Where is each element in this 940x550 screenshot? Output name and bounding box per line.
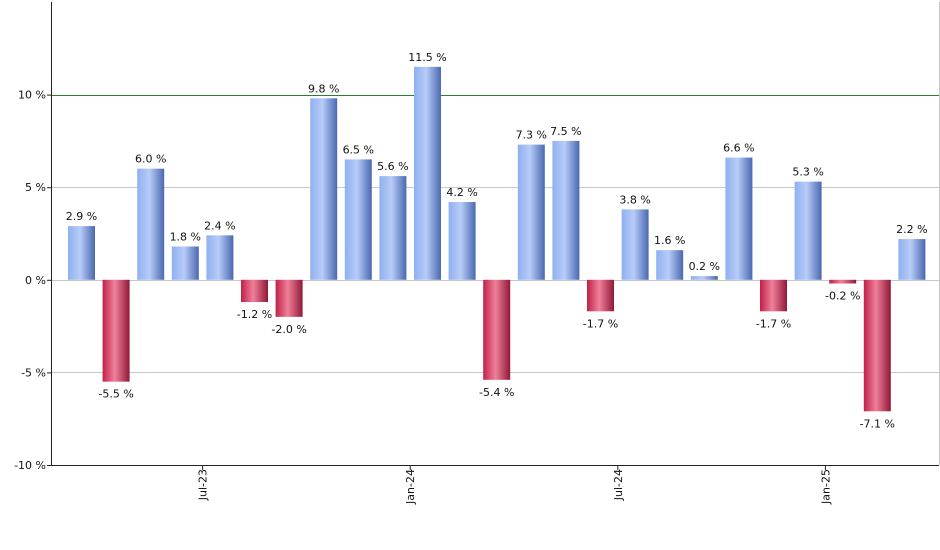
- y-tick-label: 0 %: [25, 274, 46, 287]
- data-label: 2.2 %: [896, 223, 927, 236]
- data-label: 3.8 %: [619, 193, 650, 206]
- data-label: 6.6 %: [723, 142, 754, 155]
- bar-positive: [379, 176, 407, 280]
- bar-positive: [206, 235, 234, 280]
- data-label: 0.2 %: [689, 260, 720, 273]
- bar-positive: [414, 66, 441, 280]
- data-label: 1.6 %: [654, 234, 685, 247]
- bar-negative: [275, 279, 303, 317]
- bar-positive: [448, 202, 476, 280]
- bar-positive: [690, 276, 718, 280]
- bars: [68, 66, 926, 412]
- data-label: 7.3 %: [516, 129, 547, 142]
- bar-positive: [310, 98, 338, 280]
- bar-negative: [241, 279, 268, 303]
- bar-negative: [102, 279, 130, 382]
- bar-positive: [656, 250, 684, 280]
- data-label: -2.0 %: [271, 323, 306, 336]
- x-tick-label: Jul-24: [612, 469, 625, 501]
- bar-positive: [725, 157, 753, 280]
- data-label: 7.5 %: [550, 125, 581, 138]
- data-label: -1.7 %: [756, 317, 791, 330]
- bar-positive: [344, 159, 372, 280]
- data-label: 5.6 %: [377, 160, 408, 173]
- bar-positive: [68, 226, 95, 280]
- bar-negative: [829, 279, 857, 284]
- data-label: 4.2 %: [446, 186, 477, 199]
- data-label: -7.1 %: [860, 417, 895, 430]
- bar-positive: [517, 144, 545, 280]
- bar-positive: [171, 246, 199, 280]
- bar-negative: [760, 279, 787, 312]
- data-label: 5.3 %: [792, 166, 823, 179]
- bar-positive: [794, 181, 822, 280]
- data-label: 11.5 %: [408, 51, 446, 64]
- data-label: -1.2 %: [237, 308, 272, 321]
- bar-negative: [483, 279, 511, 380]
- data-label: -5.4 %: [479, 386, 514, 399]
- data-label: 6.5 %: [343, 143, 374, 156]
- bar-negative: [863, 279, 891, 412]
- data-labels: 2.9 % -5.5 % 6.0 % 1.8 %2.4 % -1.2 % -2.0 % 9.…: [66, 51, 928, 430]
- bar-positive: [552, 140, 580, 280]
- bar-positive: [137, 168, 165, 280]
- data-label: 2.9 %: [66, 210, 97, 223]
- axes: -10 % -5 % 0 % 5 % 10 % Jul-23 Jan-24 Jul-24 Jan…: [14, 2, 939, 505]
- x-tick-label: Jan-24: [404, 469, 417, 505]
- y-tick-label: 10 %: [18, 89, 46, 102]
- bar-positive: [898, 239, 926, 280]
- bar-positive: [621, 209, 649, 280]
- data-label: -5.5 %: [98, 388, 133, 401]
- y-tick-label: -10 %: [14, 459, 46, 472]
- data-label: -0.2 %: [825, 290, 860, 303]
- data-label: 1.8 %: [170, 230, 201, 243]
- data-label: 6.0 %: [135, 153, 166, 166]
- x-tick-label: Jul-23: [197, 469, 210, 501]
- x-tick-label: Jan-25: [819, 469, 832, 505]
- data-label: 2.4 %: [204, 219, 235, 232]
- bar-negative: [587, 279, 614, 312]
- data-label: 9.8 %: [308, 82, 339, 95]
- y-tick-label: -5 %: [21, 366, 46, 379]
- y-tick-label: 5 %: [25, 181, 46, 194]
- data-label: -1.7 %: [583, 317, 618, 330]
